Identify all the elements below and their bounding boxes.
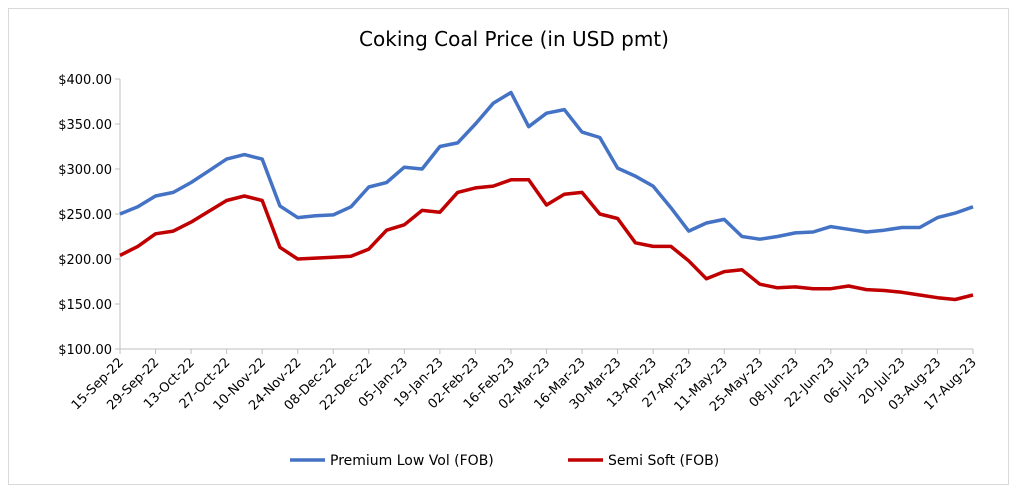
- y-tick-label: $400.00: [58, 73, 112, 88]
- y-tick-label: $300.00: [58, 163, 112, 178]
- chart-title: Coking Coal Price (in USD pmt): [359, 27, 669, 51]
- y-tick-label: $350.00: [58, 118, 112, 133]
- chart-frame: [8, 8, 1009, 485]
- line: [119, 90, 974, 241]
- line: [119, 178, 974, 302]
- y-tick-label: $100.00: [58, 343, 112, 358]
- y-tick-label: $150.00: [58, 298, 112, 313]
- legend-label: Semi Soft (FOB): [608, 453, 719, 469]
- legend-label: Premium Low Vol (FOB): [330, 453, 494, 469]
- y-tick-label: $200.00: [58, 253, 112, 268]
- y-tick-label: $250.00: [58, 208, 112, 223]
